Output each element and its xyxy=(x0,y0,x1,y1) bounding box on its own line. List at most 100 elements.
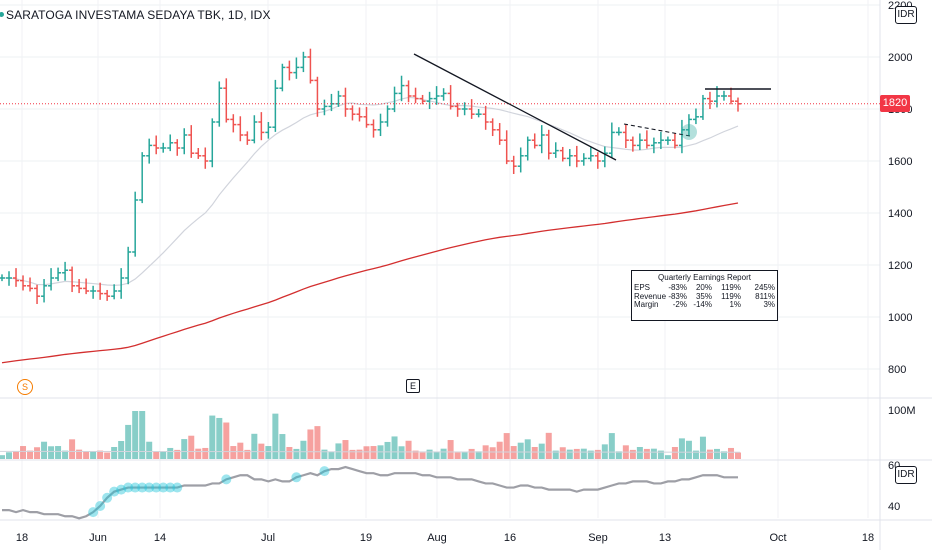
ohlc-bar xyxy=(461,102,468,116)
indicator-signal xyxy=(130,482,141,493)
ohlc-bar xyxy=(629,136,636,152)
volume-bar xyxy=(62,450,69,459)
volume-bar xyxy=(307,429,314,459)
ohlc-bar xyxy=(643,130,650,149)
status-dot xyxy=(0,12,4,17)
ohlc-bar xyxy=(566,149,573,167)
ohlc-bar xyxy=(531,133,538,149)
volume-bar xyxy=(671,447,678,459)
ohlc-bar xyxy=(83,278,90,295)
split-event-badge[interactable]: S xyxy=(17,379,33,395)
volume-bar xyxy=(608,433,615,459)
volume-bar xyxy=(650,448,657,459)
row-label: Revenue xyxy=(634,291,667,301)
ohlc-bar xyxy=(622,124,629,148)
volume-bar xyxy=(167,447,174,459)
indicator-signal xyxy=(221,474,232,485)
ohlc-bar xyxy=(419,94,426,105)
ohlc-bar xyxy=(699,94,706,120)
indicator-signal xyxy=(172,482,183,493)
volume-bar xyxy=(531,447,538,459)
volume-average xyxy=(0,450,741,453)
volume-bar xyxy=(251,433,258,459)
ohlc-bar xyxy=(146,138,153,164)
ohlc-bar xyxy=(300,51,307,73)
volume-bar xyxy=(244,449,251,459)
ohlc-bar xyxy=(671,133,678,149)
volume-bar xyxy=(664,455,671,459)
ohlc-bar xyxy=(188,125,195,158)
indicator-signal xyxy=(319,466,330,477)
volume-bar xyxy=(279,434,286,459)
ohlc-bar xyxy=(139,152,146,204)
volume-bar xyxy=(391,436,398,459)
ohlc-bar xyxy=(594,152,601,169)
volume-bar xyxy=(615,451,622,459)
volume-bar xyxy=(580,448,587,459)
indicator-currency-badge: IDR xyxy=(895,466,917,484)
ohlc-bar xyxy=(55,267,62,282)
ohlc-bar xyxy=(167,134,174,152)
ohlc-bar xyxy=(608,122,615,158)
volume-bar xyxy=(370,446,377,459)
volume-bar xyxy=(41,441,48,459)
volume-bar xyxy=(384,441,391,459)
y-tick-label: 1000 xyxy=(888,312,912,324)
volume-bar xyxy=(587,450,594,459)
cell: -83% xyxy=(668,283,687,292)
long-moving-average xyxy=(1,202,739,364)
volume-bar xyxy=(713,448,720,459)
volume-bar xyxy=(412,450,419,459)
ohlc-bar xyxy=(174,139,181,156)
ohlc-bar xyxy=(13,268,20,287)
volume-bar xyxy=(699,436,706,459)
volume-bar xyxy=(685,440,692,459)
ohlc-bar xyxy=(517,147,524,173)
ohlc-bar xyxy=(286,60,293,81)
ohlc-bar xyxy=(272,79,279,132)
ohlc-bar xyxy=(475,109,482,118)
ohlc-bar xyxy=(678,119,685,154)
volume-bar xyxy=(475,451,482,459)
earnings-table-title: Quarterly Earnings Report xyxy=(658,273,751,282)
volume-bar xyxy=(160,451,167,459)
ohlc-bar xyxy=(384,105,391,127)
volume-bar xyxy=(573,448,580,459)
volume-bar xyxy=(34,447,41,459)
volume-bar xyxy=(398,446,405,459)
x-tick-label: 13 xyxy=(659,532,671,544)
ohlc-bar xyxy=(664,136,671,145)
indicator-signal xyxy=(165,482,176,493)
x-tick-label: Sep xyxy=(588,532,608,544)
volume-bar xyxy=(139,411,146,459)
earnings-table: Quarterly Earnings Report EPS -83% 20% 1… xyxy=(631,270,778,321)
volume-bar xyxy=(314,426,321,459)
price-pane xyxy=(0,48,880,364)
ohlc-bar xyxy=(454,102,461,117)
row-label: EPS xyxy=(634,283,651,292)
highlight-marker xyxy=(681,124,697,140)
ohlc-bar xyxy=(27,277,34,292)
volume-bar xyxy=(132,411,139,459)
indicator-signal xyxy=(291,472,302,483)
volume-bar xyxy=(433,451,440,459)
volume-bar xyxy=(223,422,230,459)
x-tick-label: 19 xyxy=(360,532,372,544)
volume-tick-label: 100M xyxy=(888,405,916,417)
volume-bar xyxy=(20,446,27,459)
last-price-badge: 1820 xyxy=(880,95,910,112)
ohlc-bar xyxy=(692,108,699,125)
ohlc-bar xyxy=(552,142,559,158)
cell: 20% xyxy=(695,283,712,292)
ohlc-bar xyxy=(573,145,580,168)
ohlc-bar xyxy=(615,127,622,136)
cell: -2% xyxy=(672,300,687,309)
ohlc-bar xyxy=(440,88,447,101)
volume-bar xyxy=(174,449,181,459)
volume-bar xyxy=(272,413,279,459)
earnings-row-margin: Margin -2% -14% 1% 3% xyxy=(632,300,777,310)
ohlc-bar xyxy=(223,78,230,123)
earnings-event-badge[interactable]: E xyxy=(406,379,420,393)
volume-bar xyxy=(454,452,461,459)
